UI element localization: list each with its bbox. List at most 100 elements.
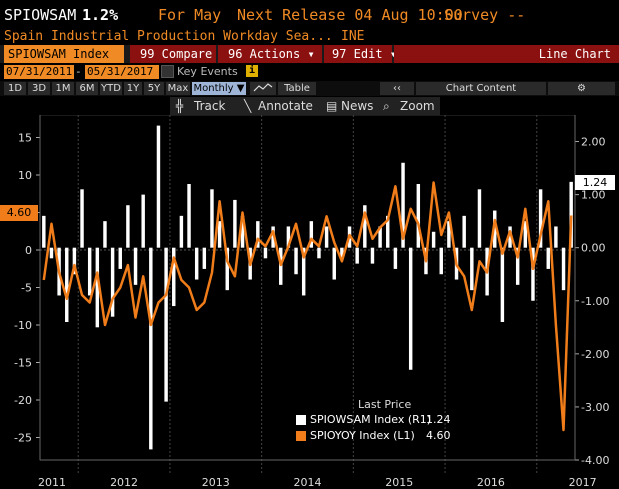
annotate-tool-label[interactable]: Annotate bbox=[258, 99, 313, 113]
track-tool-icon[interactable]: ╬ bbox=[176, 99, 184, 113]
period-label: For May bbox=[158, 6, 222, 24]
bar bbox=[80, 189, 84, 248]
period-1m-button[interactable]: 1M bbox=[52, 82, 74, 95]
chart-toolbar: SPIOWSAM Index 99 Compare 96 Actions ▾ 9… bbox=[0, 45, 619, 63]
edit-button[interactable]: 97 Edit ▾ bbox=[324, 45, 397, 63]
bar bbox=[462, 215, 466, 248]
frequency-dropdown[interactable]: Monthly ▼ bbox=[192, 82, 246, 95]
right-tick-label: 1.00 bbox=[581, 189, 606, 202]
left-last-value-tag: 4.60 bbox=[0, 205, 38, 221]
bar bbox=[210, 189, 214, 248]
line-chart-icon[interactable] bbox=[250, 82, 276, 95]
chart-area[interactable]: 2011201220132014201520162017151050-5-10-… bbox=[0, 115, 619, 489]
table-button[interactable]: Table bbox=[278, 82, 316, 95]
source-label: INE bbox=[341, 29, 365, 44]
bar bbox=[393, 247, 398, 269]
period-5y-button[interactable]: 5Y bbox=[144, 82, 164, 95]
bar bbox=[317, 247, 321, 259]
zoom-tool-icon[interactable]: ⌕ bbox=[383, 99, 390, 113]
period-bar: 1D 3D 1M 6M YTD 1Y 5Y Max Monthly ▼ Tabl… bbox=[0, 81, 619, 96]
bar bbox=[324, 226, 329, 248]
bar bbox=[65, 247, 69, 322]
x-tick-label: 2016 bbox=[477, 476, 505, 489]
start-date-input[interactable]: 07/31/2011 bbox=[4, 65, 74, 79]
track-tool-label[interactable]: Track bbox=[194, 99, 226, 113]
collapse-left-icon[interactable]: ‹‹ bbox=[380, 82, 414, 95]
bar bbox=[187, 184, 191, 248]
bar bbox=[263, 247, 268, 259]
bar bbox=[569, 181, 573, 248]
right-tick-label: -2.00 bbox=[581, 348, 609, 361]
right-tick-label: -3.00 bbox=[581, 401, 609, 414]
bar bbox=[217, 221, 222, 248]
bar bbox=[340, 247, 344, 259]
x-tick-label: 2011 bbox=[38, 476, 66, 489]
chart-content-button[interactable]: Chart Content bbox=[416, 82, 546, 95]
annotate-tool-icon[interactable]: ╲ bbox=[244, 99, 252, 113]
info-icon[interactable]: i bbox=[246, 65, 258, 77]
series-line bbox=[42, 181, 573, 432]
left-tick-label: -5 bbox=[21, 282, 32, 295]
x-tick-label: 2014 bbox=[294, 476, 322, 489]
legend-swatch-line bbox=[296, 431, 306, 441]
bar bbox=[378, 226, 382, 248]
bar bbox=[447, 221, 451, 248]
end-date-input[interactable]: 05/31/2017 bbox=[85, 65, 159, 79]
bar bbox=[493, 210, 497, 248]
legend-series-line-name: SPIOYOY Index (L1) bbox=[310, 429, 415, 442]
legend-swatch-bar bbox=[296, 415, 306, 425]
chart-type-selector[interactable]: Line Chart bbox=[394, 45, 619, 63]
x-tick-label: 2015 bbox=[385, 476, 413, 489]
bar bbox=[363, 205, 367, 248]
description-label: Spain Industrial Production Workday Sea.… bbox=[4, 29, 333, 44]
left-tick-label: 15 bbox=[18, 132, 32, 145]
left-tick-label: 10 bbox=[18, 169, 32, 182]
left-tick-label: -15 bbox=[14, 357, 32, 370]
period-1y-button[interactable]: 1Y bbox=[124, 82, 142, 95]
header-bar: SPIOWSAM 1.2% For May Next Release 04 Au… bbox=[0, 0, 619, 29]
bar bbox=[271, 226, 275, 248]
bar bbox=[233, 199, 237, 248]
bar bbox=[179, 215, 184, 248]
key-events-label: Key Events bbox=[177, 65, 238, 78]
x-tick-label: 2017 bbox=[569, 476, 597, 489]
bar bbox=[42, 215, 46, 248]
period-max-button[interactable]: Max bbox=[166, 82, 190, 95]
security-field[interactable]: SPIOWSAM Index bbox=[4, 45, 124, 63]
period-ytd-button[interactable]: YTD bbox=[100, 82, 122, 95]
period-6m-button[interactable]: 6M bbox=[76, 82, 98, 95]
bar bbox=[194, 247, 199, 280]
legend-series-bar-value: 1.24 bbox=[426, 413, 451, 426]
bar bbox=[332, 247, 336, 280]
bar bbox=[546, 247, 550, 269]
bar bbox=[538, 189, 543, 248]
bar bbox=[431, 231, 436, 248]
bar bbox=[294, 247, 298, 275]
bar bbox=[508, 226, 512, 248]
left-tick-label: -25 bbox=[14, 432, 32, 445]
bar bbox=[133, 247, 138, 285]
bar bbox=[301, 247, 306, 296]
bar bbox=[500, 247, 505, 322]
bar bbox=[554, 226, 558, 248]
actions-button[interactable]: 96 Actions ▾ bbox=[218, 45, 322, 63]
right-tick-label: -1.00 bbox=[581, 295, 609, 308]
line-series bbox=[42, 181, 573, 432]
news-tool-icon[interactable]: ▤ bbox=[326, 99, 338, 113]
right-tick-label: 0.00 bbox=[581, 242, 606, 255]
bar bbox=[439, 247, 443, 275]
period-1d-button[interactable]: 1D bbox=[4, 82, 26, 95]
news-tool-label[interactable]: News bbox=[341, 99, 374, 113]
right-tick-label: 2.00 bbox=[581, 136, 606, 149]
bar bbox=[149, 247, 153, 450]
compare-button[interactable]: 99 Compare bbox=[130, 45, 216, 63]
right-last-value-tag: 1.24 bbox=[575, 175, 615, 190]
zoom-tool-label[interactable]: Zoom bbox=[400, 99, 435, 113]
left-tick-label: -10 bbox=[14, 319, 32, 332]
period-3d-button[interactable]: 3D bbox=[28, 82, 50, 95]
settings-gear-icon[interactable]: ⚙ bbox=[548, 82, 615, 95]
bar bbox=[355, 247, 359, 264]
key-events-checkbox[interactable] bbox=[161, 65, 174, 78]
legend-title: Last Price bbox=[358, 398, 412, 411]
bar bbox=[279, 247, 283, 285]
